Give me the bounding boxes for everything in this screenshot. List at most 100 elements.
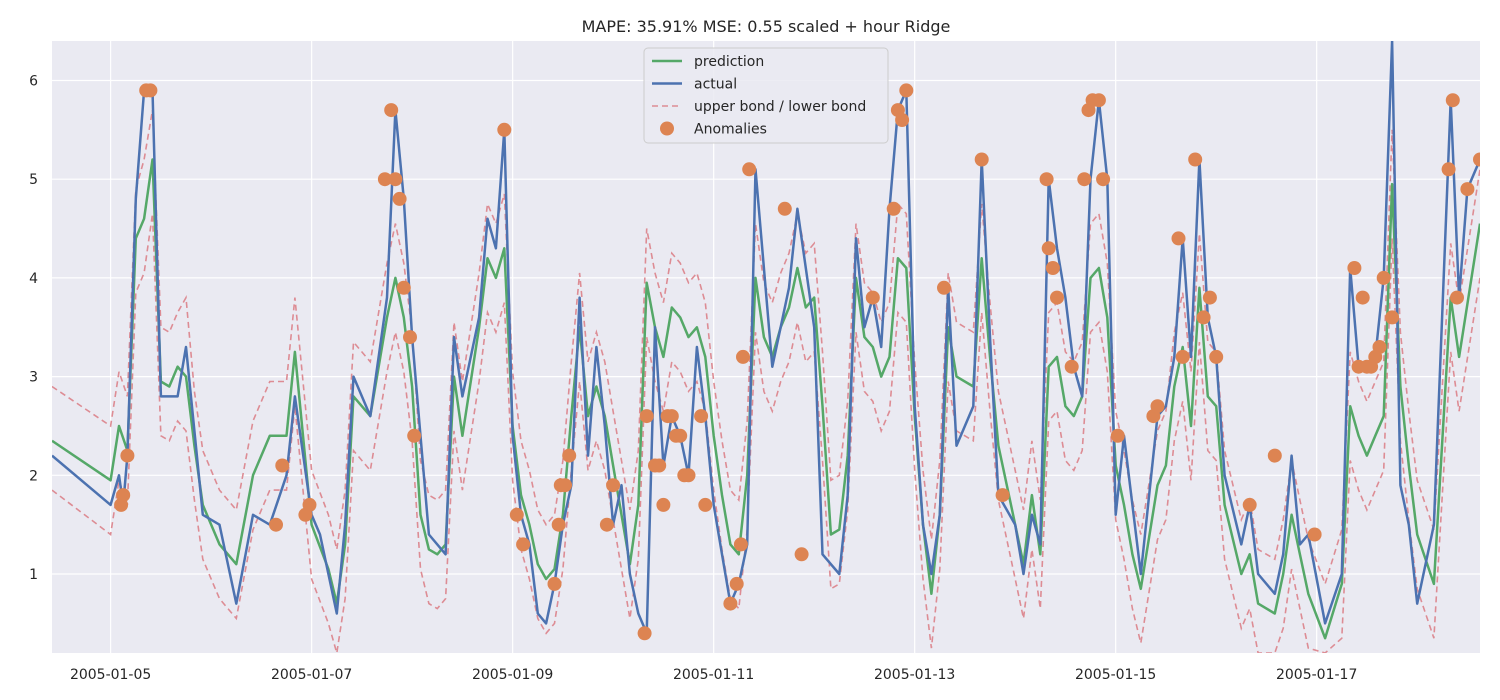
anomaly-point (1242, 497, 1257, 512)
anomaly-point (1347, 261, 1362, 275)
anomaly-point (516, 537, 531, 552)
anomaly-point (1096, 172, 1111, 187)
anomaly-point (599, 517, 614, 532)
anomaly-point (652, 458, 667, 473)
anomaly-point (729, 576, 744, 591)
anomaly-point (742, 162, 757, 177)
anomaly-point (1202, 290, 1217, 305)
anomaly-point (723, 596, 738, 611)
anomaly-point (656, 497, 671, 512)
anomaly-markers (114, 83, 1480, 641)
anomaly-point (396, 280, 411, 295)
x-tick-label: 2005-01-07 (271, 667, 352, 683)
anomaly-point (1091, 93, 1106, 108)
anomaly-point (1445, 93, 1460, 108)
anomaly-point (302, 497, 317, 512)
x-tick-label: 2005-01-11 (673, 667, 754, 683)
anomaly-point (384, 103, 399, 118)
anomaly-point (1041, 241, 1056, 256)
anomaly-point (1267, 448, 1282, 463)
y-tick-label: 1 (29, 567, 38, 583)
anomaly-point (116, 488, 131, 503)
anomaly-point (1307, 527, 1322, 542)
anomaly-point (937, 280, 951, 295)
anomaly-point (639, 409, 654, 424)
anomaly-point (551, 517, 566, 532)
anomaly-point (995, 488, 1010, 503)
x-tick-label: 2005-01-09 (472, 667, 553, 683)
anomaly-point (1171, 231, 1186, 246)
anomaly-point (1473, 152, 1480, 167)
legend-box (643, 47, 889, 144)
prediction-line (52, 158, 1480, 640)
x-tick-label: 2005-01-13 (874, 667, 955, 683)
legend-label: prediction (694, 54, 764, 70)
anomaly-point (1175, 349, 1190, 364)
anomaly-point (1039, 172, 1054, 187)
anomaly-point (1441, 162, 1456, 177)
anomaly-point (1188, 152, 1203, 167)
x-tick-label: 2005-01-05 (70, 667, 151, 683)
anomaly-point (143, 83, 158, 98)
anomaly-point (1355, 290, 1370, 305)
anomaly-point (1372, 340, 1387, 354)
anomaly-point (736, 349, 750, 364)
anomaly-point (974, 152, 989, 167)
lower-bound-line (52, 213, 1480, 653)
y-tick-label: 3 (29, 370, 38, 386)
anomaly-point (1450, 290, 1464, 305)
x-tick-label: 2005-01-15 (1075, 667, 1156, 683)
anomaly-point (1050, 290, 1064, 305)
anomaly-point (269, 517, 283, 532)
anomaly-point (403, 330, 417, 345)
actual-line (52, 41, 1480, 635)
anomaly-point (694, 409, 709, 424)
anomaly-point (733, 537, 748, 552)
anomaly-point (777, 201, 792, 216)
gridlines (52, 41, 1480, 653)
chart-title: MAPE: 35.91% MSE: 0.55 scaled + hour Rid… (582, 17, 951, 36)
series-layer (52, 41, 1480, 653)
anomaly-point (794, 547, 809, 562)
anomaly-point (558, 478, 572, 493)
y-tick-label: 2 (29, 468, 38, 484)
anomaly-point (1064, 359, 1079, 374)
anomaly-point (377, 172, 392, 187)
legend-swatch (660, 121, 674, 136)
y-tick-label: 5 (29, 172, 38, 188)
anomaly-point (1376, 270, 1391, 285)
anomaly-point (698, 497, 713, 512)
legend-label: actual (694, 77, 737, 93)
anomaly-point (547, 576, 562, 591)
anomaly-point (899, 83, 914, 98)
anomaly-point (1209, 349, 1224, 364)
anomaly-point (562, 448, 577, 463)
anomaly-point (388, 172, 403, 187)
anomaly-point (606, 478, 621, 493)
y-axis: 1 2 3 4 5 6 (29, 73, 38, 583)
anomaly-point (1045, 261, 1060, 275)
anomaly-point (1385, 310, 1400, 325)
anomaly-point (1077, 172, 1092, 187)
legend-label: upper bond / lower bond (694, 99, 866, 115)
anomaly-point (275, 458, 290, 473)
anomaly-point (637, 626, 652, 641)
anomaly-point (664, 409, 679, 424)
anomaly-point (1110, 428, 1125, 443)
y-tick-label: 6 (29, 73, 38, 89)
anomaly-point (407, 428, 422, 443)
anomaly-point (886, 201, 901, 216)
anomaly-point (681, 468, 696, 483)
anomaly-point (1460, 182, 1475, 197)
anomaly-point (895, 113, 910, 127)
anomaly-point (1150, 399, 1165, 414)
legend-label: Anomalies (694, 122, 767, 138)
legend: prediction actual upper bond / lower bond A… (643, 47, 889, 144)
anomaly-point (1196, 310, 1211, 325)
anomaly-point (673, 428, 688, 443)
upper-bound-line (52, 109, 1480, 587)
y-tick-label: 4 (29, 271, 38, 287)
x-axis: 2005-01-05 2005-01-07 2005-01-09 2005-01-11… (70, 667, 1357, 683)
anomaly-point (120, 448, 135, 463)
